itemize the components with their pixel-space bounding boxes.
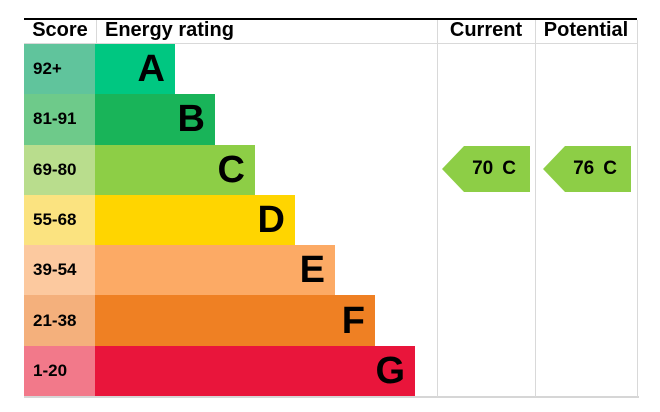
band-score-range: 81-91 (24, 94, 95, 145)
header-bottom-rule (24, 43, 637, 44)
divider-potential (535, 20, 536, 397)
potential-rating-arrow: 76 C (543, 146, 631, 192)
band-score-range: 55-68 (24, 194, 95, 246)
band-bar-d: D (95, 194, 295, 246)
divider-right-edge (637, 20, 638, 397)
band-bar-c: C (95, 144, 255, 195)
potential-rating-value: 76 (573, 158, 595, 179)
band-bar-e: E (95, 245, 335, 296)
band-row-a: 92+ A (24, 44, 437, 95)
band-row-e: 39-54 E (24, 245, 437, 296)
band-row-b: 81-91 B (24, 94, 437, 145)
divider-current (437, 20, 438, 397)
band-row-c: 69-80 C (24, 144, 437, 195)
header-current: Current (449, 19, 523, 41)
band-score-range: 21-38 (24, 295, 95, 346)
current-rating-arrow: 70 C (442, 146, 530, 192)
band-bar-b: B (95, 94, 215, 145)
band-score-range: 1-20 (24, 345, 95, 396)
band-row-g: 1-20 G (24, 345, 437, 396)
current-rating-grade: C (502, 158, 516, 179)
header-score: Score (32, 19, 88, 41)
band-row-f: 21-38 F (24, 295, 437, 346)
band-row-d: 55-68 D (24, 194, 437, 246)
header-top-rule (24, 18, 637, 20)
band-bar-g: G (95, 345, 415, 396)
band-score-range: 39-54 (24, 245, 95, 296)
header-potential: Potential (543, 19, 629, 41)
bands: 92+ A 81-91 B 69-80 C 55-68 D 39-54 E 21-38 F 1-20 G (24, 44, 437, 396)
divider-score-rating (96, 20, 97, 43)
table-bottom-rule (24, 396, 639, 398)
header-energy-rating: Energy rating (105, 19, 234, 41)
band-score-range: 92+ (24, 44, 95, 95)
band-score-range: 69-80 (24, 144, 95, 195)
band-bar-f: F (95, 295, 375, 346)
current-rating-value: 70 (472, 158, 494, 179)
band-bar-a: A (95, 44, 175, 95)
potential-rating-grade: C (603, 158, 617, 179)
